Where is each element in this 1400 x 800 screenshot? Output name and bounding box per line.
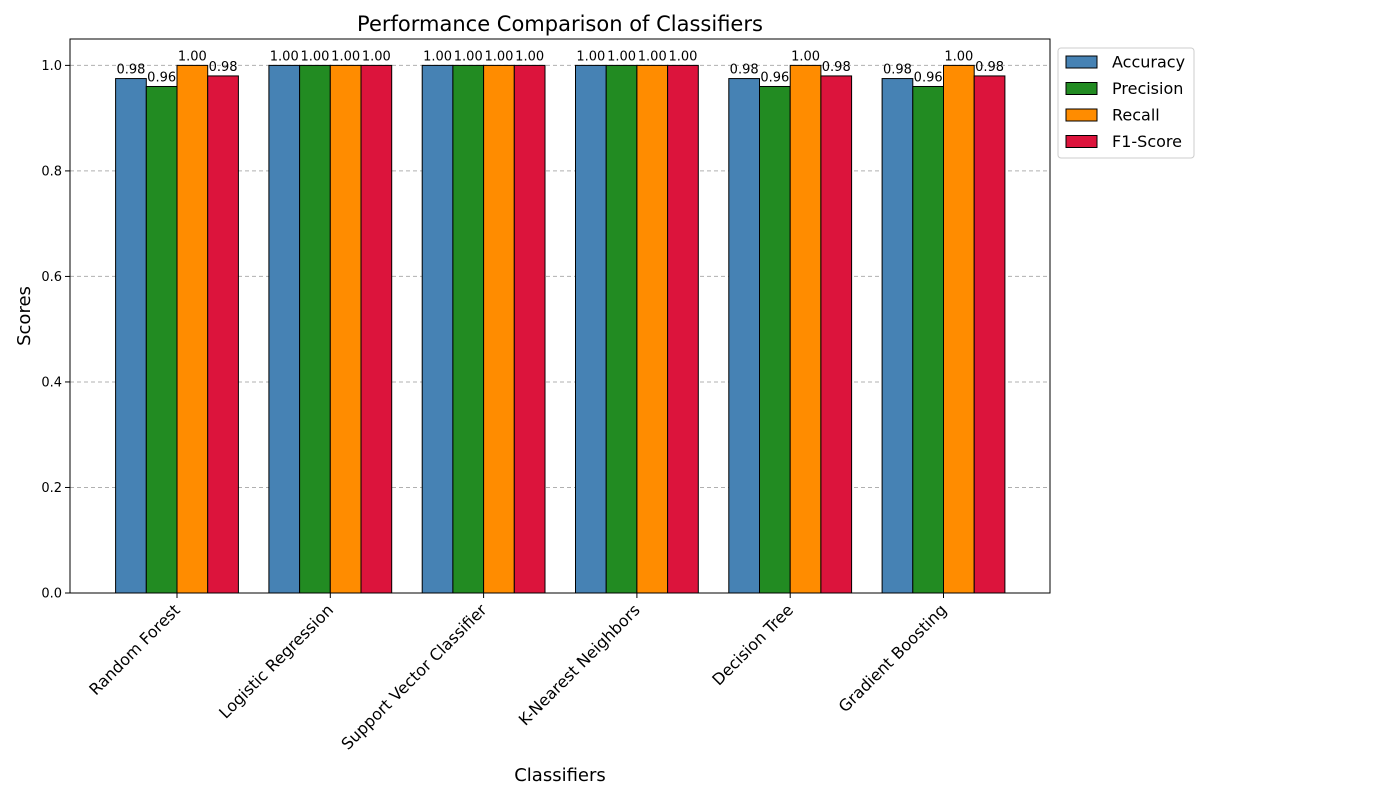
bar-f1-score	[360, 64, 393, 594]
bar-f1-score	[513, 64, 546, 594]
chart-title: Performance Comparison of Classifiers	[357, 12, 763, 36]
data-label: 0.98	[822, 60, 851, 75]
x-tick-label: Gradient Boosting	[835, 600, 951, 716]
data-label: 0.96	[147, 70, 176, 85]
bar-precision	[299, 64, 331, 594]
y-tick-label: 0.6	[41, 270, 62, 285]
data-label: 1.00	[515, 49, 544, 64]
data-label: 1.00	[423, 49, 452, 64]
data-label: 1.00	[791, 49, 820, 64]
bar-f1-score	[820, 75, 853, 594]
data-label: 0.98	[975, 60, 1004, 75]
bar-recall	[636, 64, 669, 594]
x-tick-label: Random Forest	[85, 600, 184, 699]
bar-accuracy	[421, 64, 454, 594]
legend-label: Accuracy	[1112, 53, 1185, 72]
bar-f1-score	[973, 75, 1006, 594]
data-label: 1.00	[362, 49, 391, 64]
y-tick-label: 1.0	[41, 59, 62, 74]
x-tick-label: Support Vector Classifier	[337, 600, 490, 753]
data-label: 1.00	[668, 49, 697, 64]
data-label: 0.98	[209, 60, 238, 75]
data-label: 1.00	[300, 49, 329, 64]
legend-swatch	[1065, 108, 1098, 122]
bar-recall	[329, 64, 362, 594]
bar-f1-score	[667, 64, 699, 594]
x-tick-label: Decision Tree	[708, 600, 797, 689]
bar-precision	[759, 85, 791, 594]
data-label: 0.96	[760, 70, 789, 85]
legend: Accuracy Precision Recall F1-Score	[1057, 47, 1195, 159]
bar-accuracy	[115, 78, 147, 594]
x-axis: Random Forest Logistic Regression Support …	[85, 593, 950, 753]
bar-accuracy	[268, 64, 301, 594]
data-label: 0.96	[914, 70, 943, 85]
bar-recall	[943, 64, 975, 594]
data-label: 0.98	[883, 63, 912, 78]
data-label: 1.00	[331, 49, 360, 64]
bar-accuracy	[728, 78, 760, 594]
y-axis: 0.0 0.2 0.4 0.6 0.8 1.0	[41, 59, 70, 602]
bar-f1-score	[207, 75, 239, 594]
legend-label: Recall	[1112, 106, 1160, 125]
bar-recall	[483, 64, 515, 594]
x-axis-label: Classifiers	[514, 765, 606, 786]
bar-precision	[452, 64, 485, 594]
bar-precision	[145, 85, 178, 594]
data-label: 1.00	[576, 49, 605, 64]
data-labels: 0.981.00 1.00 1.000.98 0.980.961.00 1.00 1.00…	[116, 49, 1004, 85]
y-tick-label: 0.8	[41, 164, 62, 179]
data-label: 1.00	[178, 49, 207, 64]
y-tick-label: 0.2	[41, 481, 62, 496]
data-label: 1.00	[454, 49, 483, 64]
bar-precision	[912, 85, 944, 594]
data-label: 1.00	[270, 49, 299, 64]
legend-label: Precision	[1112, 79, 1183, 98]
data-label: 0.98	[116, 63, 145, 78]
data-label: 1.00	[484, 49, 513, 64]
y-tick-label: 0.0	[41, 587, 62, 602]
legend-swatch	[1065, 82, 1098, 95]
y-tick-label: 0.4	[41, 375, 62, 390]
y-axis-label: Scores	[14, 286, 35, 346]
bars	[115, 64, 1006, 594]
data-label: 1.00	[638, 49, 667, 64]
legend-frame	[1057, 47, 1195, 159]
data-label: 1.00	[944, 49, 973, 64]
bar-recall	[789, 64, 822, 594]
bar-precision	[605, 64, 638, 594]
x-tick-label: Logistic Regression	[215, 600, 337, 722]
x-tick-label: K-Nearest Neighbors	[515, 600, 644, 729]
data-label: 1.00	[607, 49, 636, 64]
bar-recall	[176, 64, 209, 594]
legend-label: F1-Score	[1112, 132, 1182, 151]
data-label: 0.98	[730, 63, 759, 78]
legend-swatch	[1065, 135, 1098, 148]
legend-swatch	[1065, 55, 1098, 69]
bar-accuracy	[575, 64, 607, 594]
plot-frame	[69, 38, 1051, 594]
bar-accuracy	[881, 78, 914, 594]
